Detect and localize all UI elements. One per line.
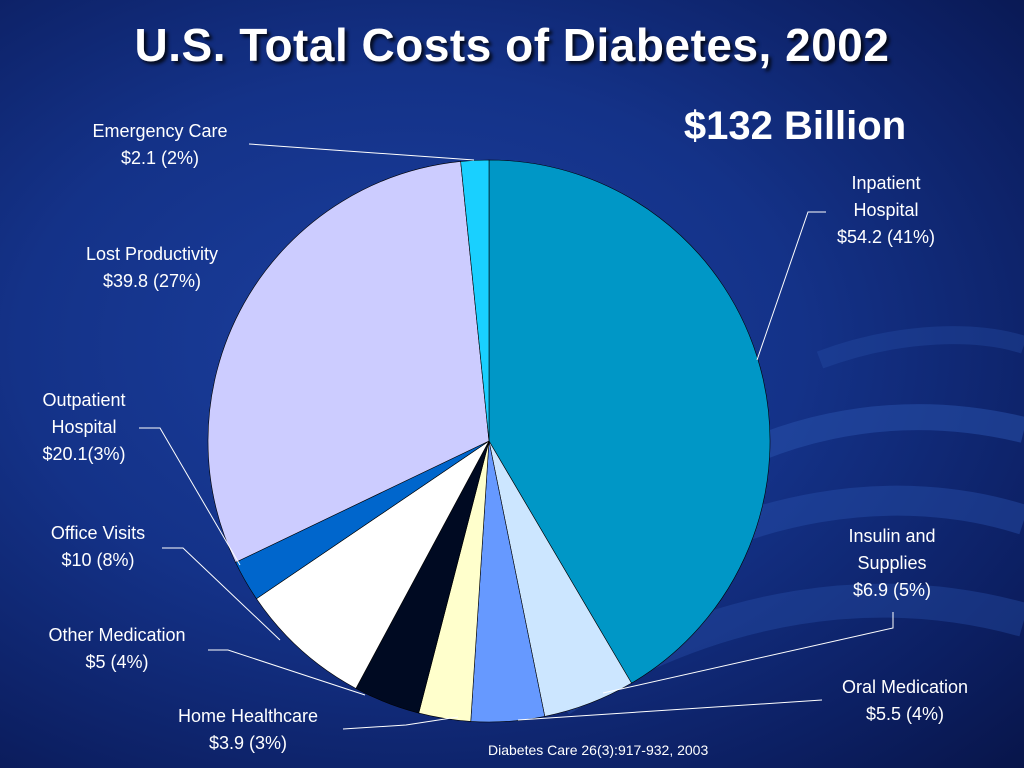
label-lost-productivity: Lost Productivity $39.8 (27%) (85, 244, 219, 291)
pie-slice-office-visits (256, 440, 490, 689)
label-home-healthcare: Home Healthcare $3.9 (3%) (177, 706, 319, 753)
leader-line-inpatient (756, 211, 826, 361)
pie-slice-lost-productivity (207, 161, 490, 563)
label-inpatient-hospital: Inpatient Hospital $54.2 (41%) (836, 173, 936, 247)
label-oral-medication: Oral Medication $5.5 (4%) (841, 677, 969, 724)
source-citation: Diabetes Care 26(3):917-932, 2003 (488, 742, 709, 758)
page-title: U.S. Total Costs of Diabetes, 2002 (134, 19, 890, 71)
total-cost-label: $132 Billion (683, 104, 907, 148)
label-emergency-care: Emergency Care $2.1 (2%) (92, 121, 228, 168)
leader-line-insulin (602, 612, 894, 694)
leader-line-other (208, 649, 366, 696)
leader-line-outpatient (139, 427, 241, 566)
label-outpatient-hospital: Outpatient Hospital $20.1(3%) (42, 390, 126, 464)
label-other-medication: Other Medication $5 (4%) (48, 625, 186, 672)
leader-line-office (162, 547, 281, 641)
pie-slice-emergency-care (460, 159, 490, 442)
leader-line-oral (517, 699, 823, 721)
pie-slice-inpatient-hospital (488, 159, 771, 684)
leader-line-emergency (248, 143, 475, 161)
leader-line-home (342, 716, 459, 730)
label-insulin-and-supplies: Insulin and Supplies $6.9 (5%) (848, 526, 936, 600)
label-office-visits: Office Visits $10 (8%) (50, 523, 146, 570)
